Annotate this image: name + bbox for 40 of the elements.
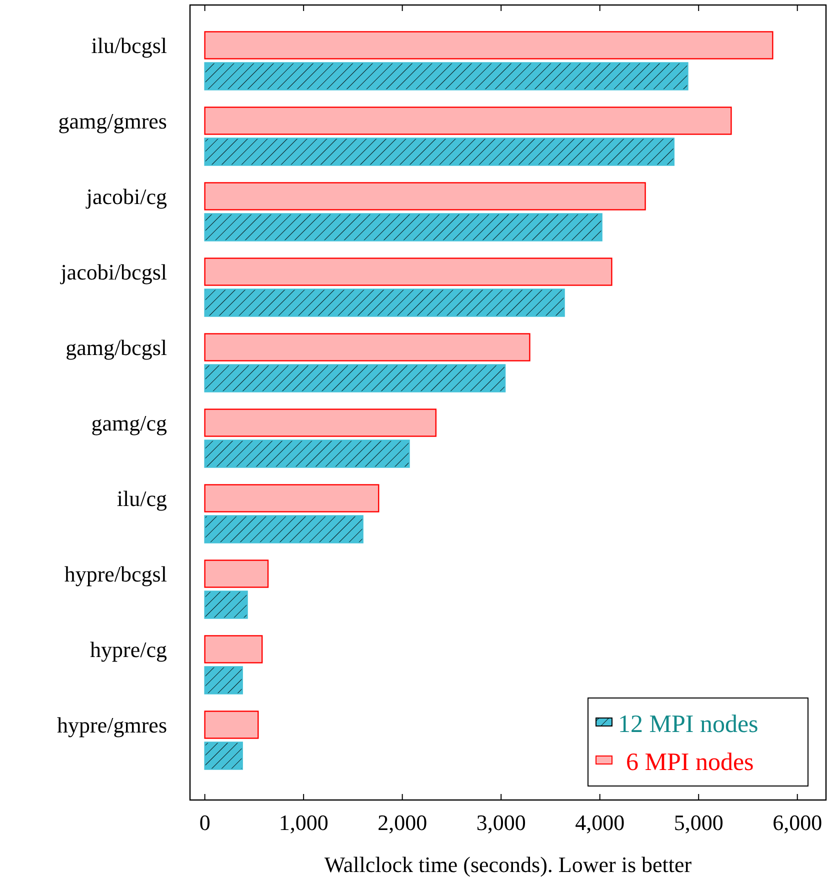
bar (204, 408, 437, 437)
bar (204, 515, 364, 544)
bar (204, 213, 602, 242)
x-tick-label: 1,000 (278, 810, 328, 835)
y-tick-label: hypre/bcgsl (64, 561, 167, 586)
bar (204, 31, 774, 60)
bar (204, 590, 248, 619)
y-tick-label: gamg/bcgsl (66, 334, 167, 360)
bar (204, 484, 380, 512)
legend-label: 12 MPI nodes (618, 711, 758, 738)
bar (204, 710, 259, 739)
x-tick-label: 3,000 (476, 810, 526, 835)
bar (204, 258, 612, 286)
x-tick-label: 5,000 (674, 810, 724, 835)
x-tick-label: 2,000 (378, 810, 428, 835)
bar (204, 106, 732, 135)
x-tick-label: 4,000 (575, 810, 625, 835)
bar (204, 182, 646, 210)
y-tick-label: jacobi/cg (85, 184, 167, 209)
bar (204, 635, 263, 664)
x-tick-label: 0 (199, 810, 210, 835)
bar (204, 288, 565, 317)
y-tick-label: ilu/bcgsl (91, 32, 167, 58)
bar (204, 742, 243, 770)
y-tick-label: hypre/gmres (57, 712, 167, 738)
bar (204, 440, 410, 468)
y-tick-label: jacobi/bcgsl (60, 259, 167, 284)
legend-label: 6 MPI nodes (626, 749, 754, 776)
bar (204, 666, 243, 694)
y-tick-label: ilu/cg (116, 486, 167, 511)
x-tick-label: 6,000 (772, 810, 822, 835)
y-tick-label: gamg/gmres (58, 108, 167, 134)
bar (204, 560, 269, 588)
bar (204, 333, 530, 362)
y-tick-label: hypre/cg (90, 636, 167, 662)
bar (204, 138, 675, 166)
y-tick-label: gamg/cg (91, 410, 167, 436)
x-axis-title: Wallclock time (seconds). Lower is better (324, 852, 692, 877)
bar (204, 364, 506, 392)
bar (204, 62, 688, 90)
